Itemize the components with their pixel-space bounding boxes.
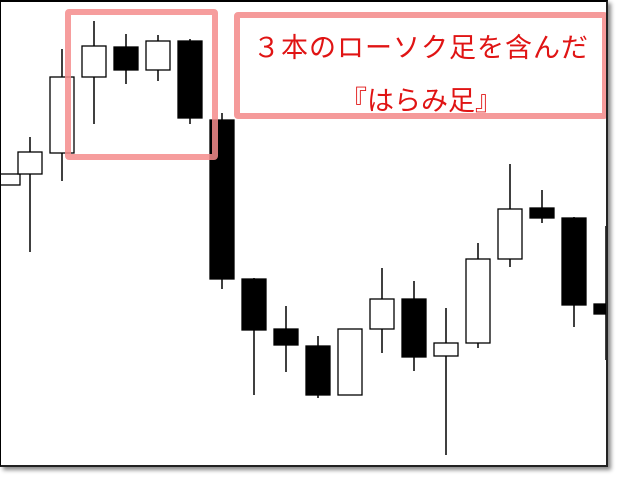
candle-body-bullish <box>369 298 395 330</box>
candle <box>17 137 43 252</box>
annotation-box: ３本のローソク足を含んだ 『はらみ足』 <box>234 12 606 119</box>
candle <box>81 21 107 124</box>
candle-body-bearish <box>305 345 331 396</box>
candle-body-bullish <box>337 328 363 396</box>
candle <box>1 173 21 186</box>
candle <box>241 278 267 395</box>
candle <box>113 34 139 84</box>
candle <box>593 226 606 360</box>
candle <box>305 336 331 398</box>
highlight-box <box>65 9 218 160</box>
candle-body-bearish <box>401 298 427 358</box>
candle-body-bullish <box>17 151 43 175</box>
annotation-line1: ３本のローソク足を含んだ <box>253 33 589 64</box>
candle-body-bullish <box>145 40 171 71</box>
candle <box>561 217 587 327</box>
candle-body-bullish <box>465 258 491 344</box>
candle-body-bearish <box>113 46 139 71</box>
candle-body-bullish <box>497 208 523 260</box>
candle-body-bullish <box>433 342 459 357</box>
candle-body-bearish <box>561 217 587 306</box>
candle-body-bearish <box>273 328 299 346</box>
candle-body-bearish <box>529 207 555 219</box>
candlestick-chart <box>1 21 606 455</box>
candle <box>529 190 555 223</box>
candle <box>177 39 203 124</box>
chart-frame: ３本のローソク足を含んだ 『はらみ足』 <box>0 0 608 467</box>
candle <box>401 281 427 371</box>
candle <box>497 164 523 267</box>
annotation-line2: 『はらみ足』 <box>340 86 502 117</box>
candle <box>273 306 299 372</box>
candle <box>337 328 363 396</box>
candle <box>369 268 395 353</box>
candle-body-bullish <box>1 173 21 186</box>
candle <box>465 243 491 348</box>
candle-body-bearish <box>177 40 203 119</box>
candle <box>145 35 171 81</box>
candle-body-bearish <box>241 278 267 331</box>
candle-body-bullish <box>81 45 107 78</box>
candle-body-bearish <box>593 303 606 315</box>
candle <box>433 308 459 455</box>
